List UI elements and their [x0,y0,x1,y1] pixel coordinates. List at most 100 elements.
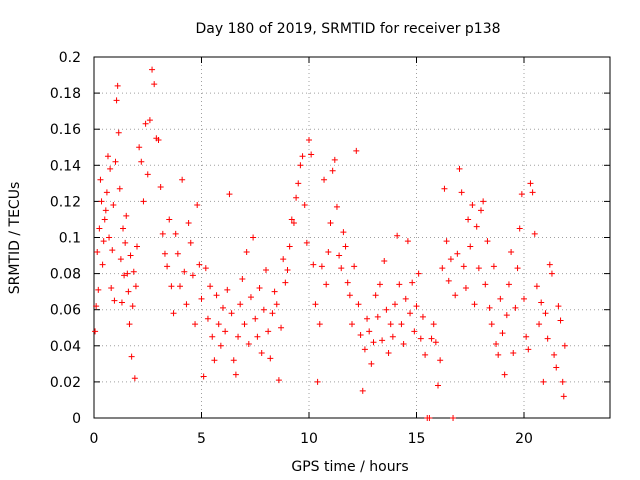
data-point [211,357,218,364]
data-point [101,216,108,223]
data-point [93,303,100,310]
data-point [224,286,231,293]
data-point [551,351,558,358]
data-point [394,232,401,239]
data-point [142,120,149,127]
data-point [396,281,403,288]
data-point [316,321,323,328]
data-point [419,313,426,320]
data-point [92,328,99,335]
data-point [273,301,280,308]
data-point [192,321,199,328]
data-point [366,328,373,335]
data-point [94,248,101,255]
data-point [209,333,216,340]
data-point [146,117,153,124]
data-point [430,321,437,328]
data-point [297,162,304,169]
data-point [404,238,411,245]
data-point [250,234,257,241]
data-point [126,321,133,328]
data-point [402,295,409,302]
data-point [512,304,519,311]
data-point [108,285,115,292]
data-point [462,285,469,292]
data-point [374,313,381,320]
data-point [243,248,250,255]
data-point [501,371,508,378]
data-point [428,335,435,342]
data-point [323,281,330,288]
data-point [415,270,422,277]
x-tick-labels: 0 5 10 15 20 [90,431,533,447]
data-point [355,301,362,308]
data-point [288,216,295,223]
data-point [220,304,226,311]
series-srmtid [92,66,568,421]
data-point [235,333,242,340]
data-point [560,393,567,400]
data-point [546,261,553,268]
data-point [128,353,135,360]
data-point [99,261,106,268]
data-point [473,223,480,230]
data-point [475,265,482,272]
y-tick-labels: 0 0.02 0.04 0.06 0.08 0.1 0.12 0.14 0.16 0.18 0.2 [50,50,81,427]
data-point [278,324,285,331]
data-point [349,321,355,328]
data-point [149,66,156,73]
data-point [204,315,211,322]
data-point [124,270,131,277]
data-point [359,387,366,394]
data-point [134,243,140,250]
data-point [161,250,168,257]
data-point [559,378,566,385]
data-point [484,238,491,245]
data-point [411,328,418,335]
y-tick-label: 0 [72,411,81,427]
data-point [529,189,536,196]
y-tick-label: 0.18 [50,86,81,102]
data-point [114,82,121,89]
data-point [144,171,151,178]
data-point [344,279,351,286]
data-point [527,180,534,187]
data-point [340,229,347,236]
data-point [194,202,201,209]
y-axis-label: SRMTID / TECUs [7,182,23,295]
data-point [370,339,377,346]
data-point [458,189,465,196]
data-point [260,306,267,313]
data-point [361,346,368,353]
data-point [109,247,116,254]
data-point [232,371,239,378]
data-point [548,270,555,277]
data-point [271,288,278,295]
data-point [121,272,128,279]
data-point [284,266,291,273]
data-point [172,230,179,237]
data-point [510,350,517,357]
data-point [422,351,429,358]
data-point [531,230,538,237]
y-tick-label: 0.2 [59,50,81,66]
data-point [254,333,261,340]
data-point [383,306,390,313]
data-point [308,151,315,158]
data-point [467,243,474,250]
data-point [177,283,183,290]
data-point [189,272,196,279]
data-point [222,328,229,335]
data-point [290,220,297,227]
data-point [514,265,521,272]
data-point [226,191,233,198]
data-point [505,281,512,288]
data-point [293,194,300,201]
data-point [508,248,515,255]
data-point [342,243,349,250]
data-point [357,331,364,338]
data-point [202,265,209,272]
y-tick-label: 0.16 [50,122,81,138]
data-point [516,225,523,232]
